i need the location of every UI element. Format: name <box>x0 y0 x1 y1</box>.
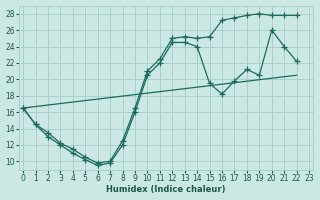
X-axis label: Humidex (Indice chaleur): Humidex (Indice chaleur) <box>106 185 226 194</box>
